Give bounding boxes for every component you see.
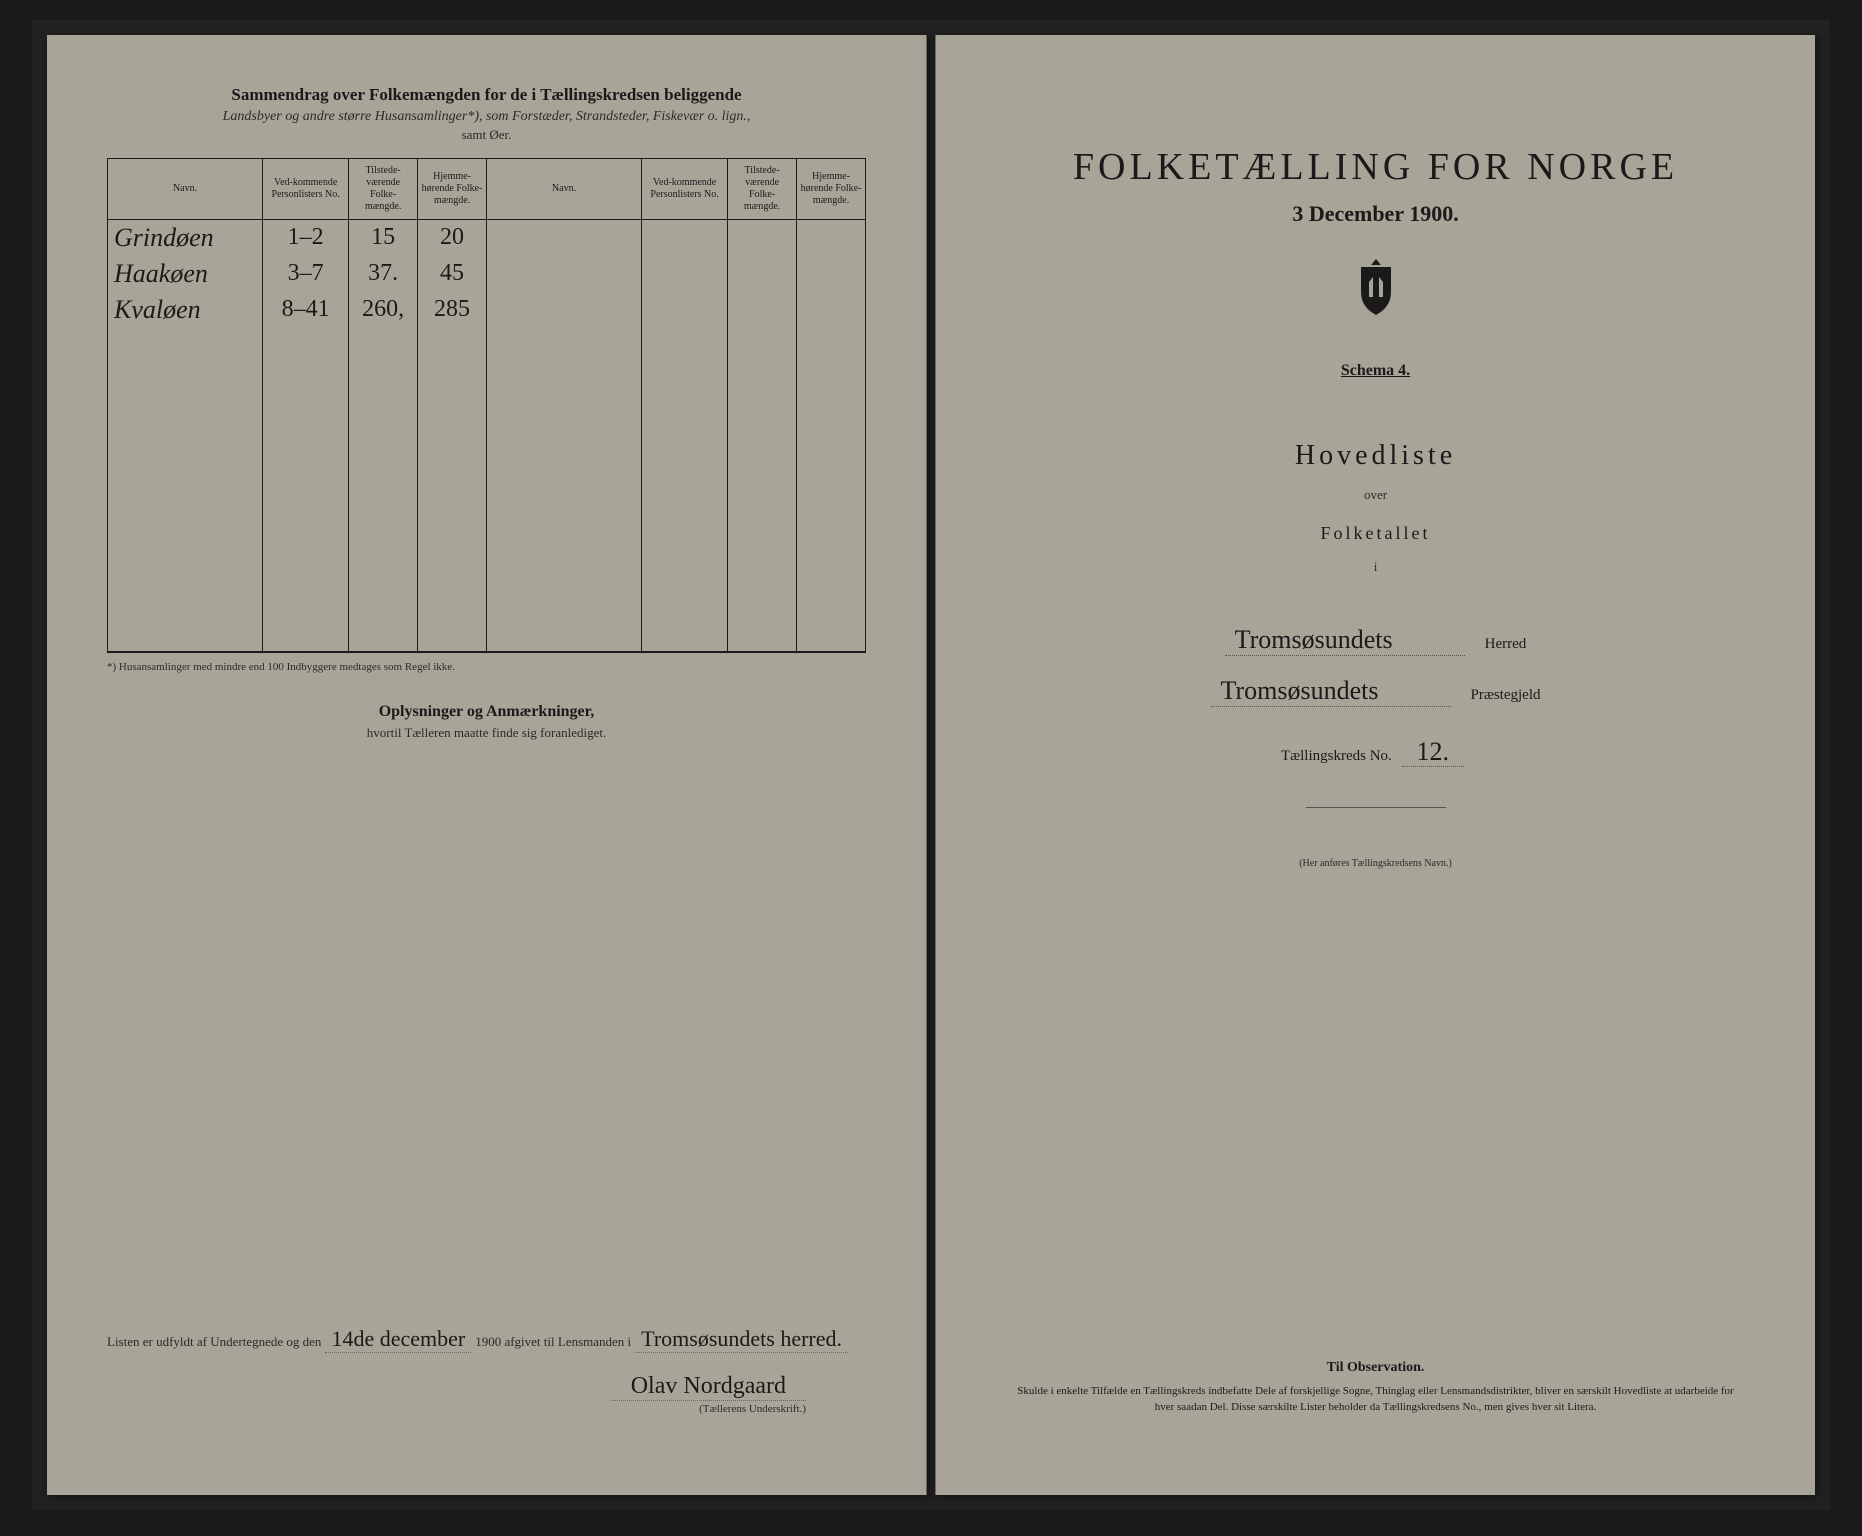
table-body: Grindøen 1–2 15 20 Haakøen 3–7 37. 45 Kv… (108, 220, 866, 652)
summary-title: Sammendrag over Folkemængden for de i Tæ… (107, 85, 866, 105)
sign-place: Tromsøsundets herred. (635, 1326, 848, 1353)
observation-text: Skulde i enkelte Tilfælde en Tællingskre… (1016, 1384, 1735, 1415)
col-navn: Navn. (108, 159, 263, 220)
hovedliste-title: Hovedliste (996, 440, 1755, 472)
col-hjem-2: Hjemme-hørende Folke-mængde. (797, 159, 866, 220)
left-page: Sammendrag over Folkemængden for de i Tæ… (47, 35, 927, 1495)
praestegjeld-value: Tromsøsundets (1211, 676, 1451, 707)
table-row (108, 508, 866, 544)
oplysninger-sub: hvortil Tælleren maatte finde sig foranl… (107, 725, 866, 741)
coat-of-arms-icon (1351, 257, 1401, 317)
cell-hjem: 20 (418, 220, 487, 256)
table-row (108, 580, 866, 616)
table-row (108, 328, 866, 364)
census-title: FOLKETÆLLING FOR NORGE (996, 145, 1755, 189)
right-content: FOLKETÆLLING FOR NORGE 3 December 1900. … (996, 85, 1755, 869)
schema-label: Schema 4. (996, 362, 1755, 380)
signature-block: Listen er udfyldt af Undertegnede og den… (107, 1326, 866, 1415)
over-label: over (996, 487, 1755, 503)
signature-label: (Tællerens Underskrift.) (107, 1403, 806, 1415)
herred-value: Tromsøsundets (1225, 625, 1465, 656)
oplysninger-title: Oplysninger og Anmærkninger, (107, 703, 866, 721)
kreds-value: 12. (1402, 737, 1465, 767)
cell-navn: Haakøen (108, 256, 263, 292)
cell-hjem: 285 (418, 292, 487, 328)
sign-prefix: Listen er udfyldt af Undertegnede og den (107, 1334, 321, 1350)
table-row (108, 544, 866, 580)
table-row (108, 472, 866, 508)
praestegjeld-row: Tromsøsundets Præstegjeld (996, 676, 1755, 707)
cell-person: 1–2 (263, 220, 349, 256)
i-label: i (996, 559, 1755, 575)
table-header-row: Navn. Ved-kommende Personlisters No. Til… (108, 159, 866, 220)
observation-title: Til Observation. (1016, 1360, 1735, 1376)
cell-tilst: 37. (349, 256, 418, 292)
summary-subtitle-2: samt Øer. (107, 127, 866, 143)
form-lines: Tromsøsundets Herred Tromsøsundets Præst… (996, 625, 1755, 767)
signature-name: Olav Nordgaard (611, 1373, 806, 1401)
divider (1306, 807, 1446, 808)
col-tilst-2: Tilstede-værende Folke-mængde. (728, 159, 797, 220)
table-row (108, 436, 866, 472)
herred-label: Herred (1485, 636, 1527, 653)
cell-navn: Kvaløen (108, 292, 263, 328)
cell-hjem: 45 (418, 256, 487, 292)
cell-person: 8–41 (263, 292, 349, 328)
col-person: Ved-kommende Personlisters No. (263, 159, 349, 220)
cell-navn: Grindøen (108, 220, 263, 256)
sign-year: 1900 afgivet til Lensmanden i (475, 1334, 631, 1350)
col-navn-2: Navn. (486, 159, 641, 220)
cell-person: 3–7 (263, 256, 349, 292)
kreds-row: Tællingskreds No. 12. (996, 737, 1755, 767)
left-header: Sammendrag over Folkemængden for de i Tæ… (107, 85, 866, 143)
table-row: Kvaløen 8–41 260, 285 (108, 292, 866, 328)
folketallet-label: Folketallet (996, 523, 1755, 544)
document-spread: Sammendrag over Folkemængden for de i Tæ… (32, 20, 1830, 1510)
right-page: FOLKETÆLLING FOR NORGE 3 December 1900. … (935, 35, 1815, 1495)
observation-block: Til Observation. Skulde i enkelte Tilfæl… (1016, 1360, 1735, 1415)
signature-line: Listen er udfyldt af Undertegnede og den… (107, 1326, 866, 1353)
praestegjeld-label: Præstegjeld (1471, 687, 1541, 704)
signature-area: Olav Nordgaard (Tællerens Underskrift.) (107, 1373, 806, 1415)
herred-row: Tromsøsundets Herred (996, 625, 1755, 656)
table-row: Haakøen 3–7 37. 45 (108, 256, 866, 292)
kreds-label: Tællingskreds No. (1281, 748, 1392, 764)
summary-table: Navn. Ved-kommende Personlisters No. Til… (107, 158, 866, 653)
summary-subtitle-1: Landsbyer og andre større Husansamlinger… (107, 109, 866, 125)
census-date: 3 December 1900. (996, 201, 1755, 227)
small-note: (Her anføres Tællingskredsens Navn.) (996, 858, 1755, 869)
sign-date: 14de december (325, 1326, 471, 1353)
table-row (108, 364, 866, 400)
col-tilst: Tilstede-værende Folke-mængde. (349, 159, 418, 220)
table-footnote: *) Husansamlinger med mindre end 100 Ind… (107, 661, 866, 673)
table-row: Grindøen 1–2 15 20 (108, 220, 866, 256)
col-hjem: Hjemme-hørende Folke-mængde. (418, 159, 487, 220)
col-person-2: Ved-kommende Personlisters No. (642, 159, 728, 220)
cell-tilst: 15 (349, 220, 418, 256)
cell-tilst: 260, (349, 292, 418, 328)
table-row (108, 616, 866, 652)
oplysninger-section: Oplysninger og Anmærkninger, hvortil Tæl… (107, 703, 866, 741)
table-row (108, 400, 866, 436)
